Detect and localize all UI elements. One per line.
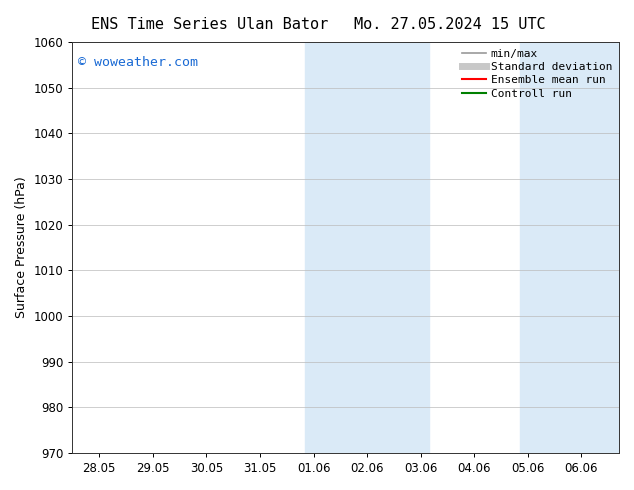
Title: ENS Time Series Ulan Bator      Mo. 27.05.2024 15 UTC: ENS Time Series Ulan Bator Mo. 27.05.202… [0,489,1,490]
Bar [520,42,619,453]
Text: © woweather.com: © woweather.com [78,56,198,70]
Y-axis label: Surface Pressure (hPa): Surface Pressure (hPa) [15,176,28,318]
Text: ENS Time Series Ulan Bator: ENS Time Series Ulan Bator [91,17,328,32]
Legend: min/max, Standard deviation, Ensemble mean run, Controll run: min/max, Standard deviation, Ensemble me… [458,44,617,103]
Text: Mo. 27.05.2024 15 UTC: Mo. 27.05.2024 15 UTC [354,17,546,32]
Bar [306,42,429,453]
